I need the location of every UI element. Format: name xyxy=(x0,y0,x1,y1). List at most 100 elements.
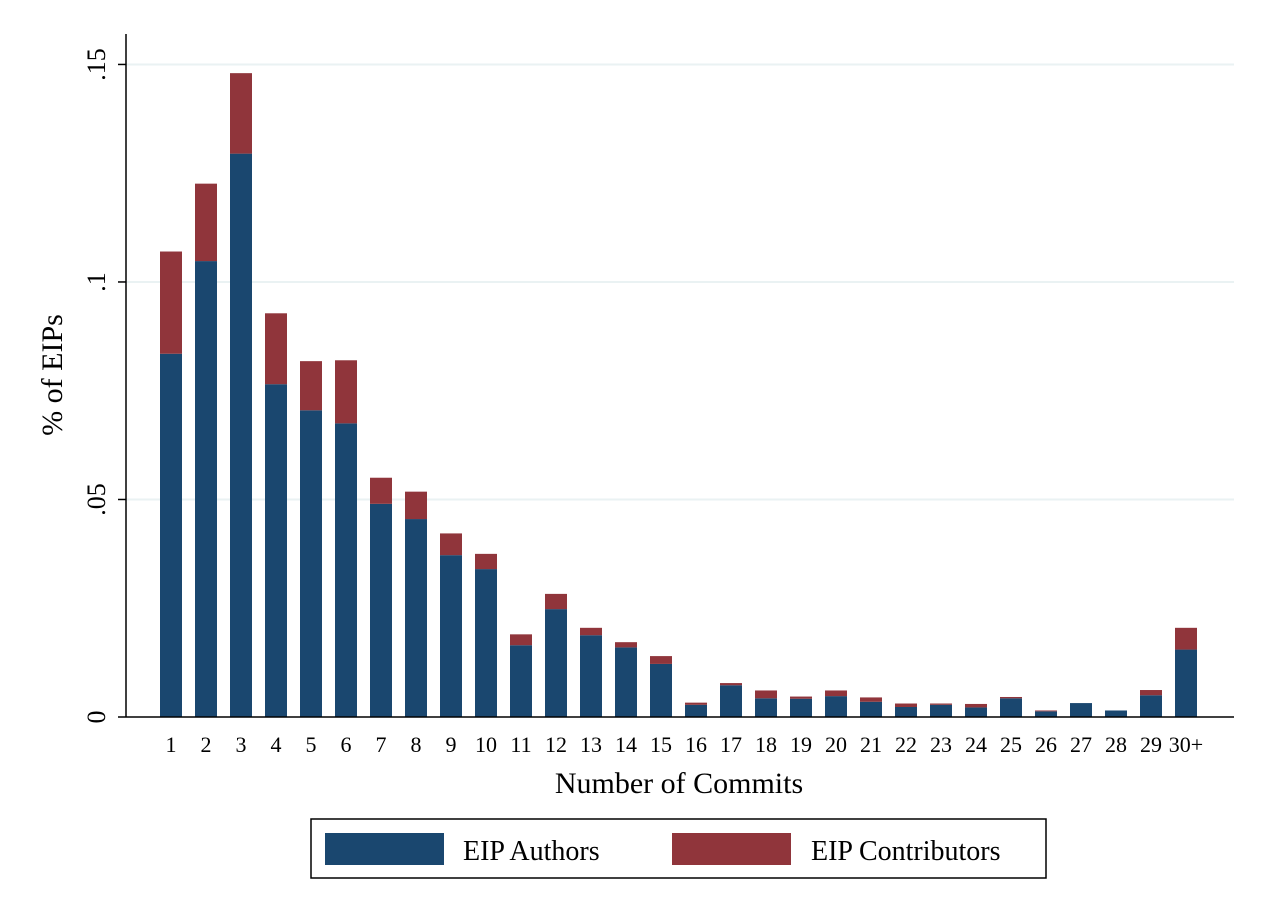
bar-authors xyxy=(685,704,707,717)
bar-authors xyxy=(615,647,637,717)
x-tick-label: 23 xyxy=(930,732,952,757)
bar-contributors xyxy=(440,533,462,556)
y-tick-label: 0 xyxy=(82,711,111,724)
bar-authors xyxy=(405,519,427,717)
bar-authors xyxy=(1140,695,1162,717)
bar-authors xyxy=(1070,703,1092,717)
x-tick-label: 2 xyxy=(201,732,212,757)
x-tick-label: 20 xyxy=(825,732,847,757)
legend-label-contributors: EIP Contributors xyxy=(811,836,1001,867)
x-tick-label: 9 xyxy=(446,732,457,757)
x-tick-label: 8 xyxy=(411,732,422,757)
x-tick-label: 15 xyxy=(650,732,672,757)
y-tick-label: .05 xyxy=(82,483,111,516)
bar-authors xyxy=(650,663,672,717)
bar-contributors xyxy=(265,313,287,385)
bar-contributors xyxy=(230,73,252,154)
bar-contributors xyxy=(1140,690,1162,696)
x-tick-label: 12 xyxy=(545,732,567,757)
bar-contributors xyxy=(650,656,672,664)
x-tick-label: 11 xyxy=(510,732,531,757)
x-tick-label: 18 xyxy=(755,732,777,757)
bar-authors xyxy=(860,701,882,717)
x-tick-label: 3 xyxy=(236,732,247,757)
bar-authors xyxy=(335,423,357,717)
bar-authors xyxy=(965,707,987,717)
y-tick-label: .1 xyxy=(82,272,111,292)
x-tick-label: 30+ xyxy=(1169,732,1203,757)
x-tick-label: 24 xyxy=(965,732,987,757)
bar-authors xyxy=(1105,710,1127,717)
x-tick-label: 25 xyxy=(1000,732,1022,757)
bar-authors xyxy=(755,698,777,717)
y-tick-label: .15 xyxy=(82,48,111,81)
bar-authors xyxy=(1035,711,1057,717)
x-tick-label: 22 xyxy=(895,732,917,757)
bar-authors xyxy=(720,685,742,717)
x-tick-label: 29 xyxy=(1140,732,1162,757)
x-tick-label: 16 xyxy=(685,732,707,757)
bar-authors xyxy=(930,704,952,717)
x-tick-label: 6 xyxy=(341,732,352,757)
bar-contributors xyxy=(615,642,637,648)
legend-swatch-contributors xyxy=(672,833,791,865)
bar-authors xyxy=(790,698,812,717)
bar-authors xyxy=(580,635,602,717)
legend-swatch-authors xyxy=(325,833,444,865)
x-axis-title: Number of Commits xyxy=(555,767,803,800)
bar-contributors xyxy=(580,627,602,636)
bar-contributors xyxy=(825,690,847,697)
x-tick-label: 28 xyxy=(1105,732,1127,757)
bar-authors xyxy=(475,569,497,717)
bar-contributors xyxy=(370,477,392,504)
bar-authors xyxy=(195,261,217,717)
bar-contributors xyxy=(930,703,952,705)
x-tick-label: 21 xyxy=(860,732,882,757)
x-tick-label: 1 xyxy=(166,732,177,757)
bar-contributors xyxy=(790,696,812,699)
bar-authors xyxy=(510,645,532,717)
gridlines xyxy=(126,63,1234,501)
bar-authors xyxy=(1000,698,1022,717)
x-tick-labels: 1 2 3 4 5 6 7 8 9 10 11 12 13 14 15 16 17 18 19 20 21 22 23 24 2… xyxy=(166,732,1204,757)
bar-contributors xyxy=(510,634,532,646)
y-ticks: 0 .05 .1 .15 xyxy=(82,48,126,724)
bar-contributors xyxy=(895,703,917,707)
bar-contributors xyxy=(720,683,742,686)
x-tick-label: 5 xyxy=(306,732,317,757)
bar-authors xyxy=(440,555,462,717)
x-tick-label: 10 xyxy=(475,732,497,757)
bar-contributors xyxy=(1175,627,1197,650)
bar-contributors xyxy=(1000,696,1022,699)
bar-contributors xyxy=(965,703,987,708)
bar-authors xyxy=(370,503,392,717)
bar-contributors xyxy=(685,702,707,705)
legend: EIP Authors EIP Contributors xyxy=(310,818,1047,879)
bar-contributors xyxy=(300,361,322,411)
bar-authors xyxy=(160,353,182,717)
axes xyxy=(125,34,1234,718)
x-tick-label: 4 xyxy=(271,732,282,757)
bar-authors xyxy=(895,706,917,717)
bar-authors xyxy=(265,384,287,717)
x-tick-label: 14 xyxy=(615,732,637,757)
x-tick-label: 13 xyxy=(580,732,602,757)
bars xyxy=(160,73,1197,717)
bar-authors xyxy=(230,153,252,717)
x-tick-label: 7 xyxy=(376,732,387,757)
x-tick-label: 17 xyxy=(720,732,742,757)
y-axis-title: % of EIPs xyxy=(36,314,69,436)
bar-contributors xyxy=(475,553,497,570)
bar-authors xyxy=(545,609,567,717)
x-tick-label: 26 xyxy=(1035,732,1057,757)
bar-contributors xyxy=(405,491,427,520)
bar-contributors xyxy=(1035,710,1057,712)
bar-authors xyxy=(300,410,322,717)
bar-authors xyxy=(1175,649,1197,717)
bar-contributors xyxy=(860,697,882,702)
bar-contributors xyxy=(335,360,357,424)
x-tick-label: 27 xyxy=(1070,732,1092,757)
x-tick-label: 19 xyxy=(790,732,812,757)
bar-authors xyxy=(825,696,847,717)
